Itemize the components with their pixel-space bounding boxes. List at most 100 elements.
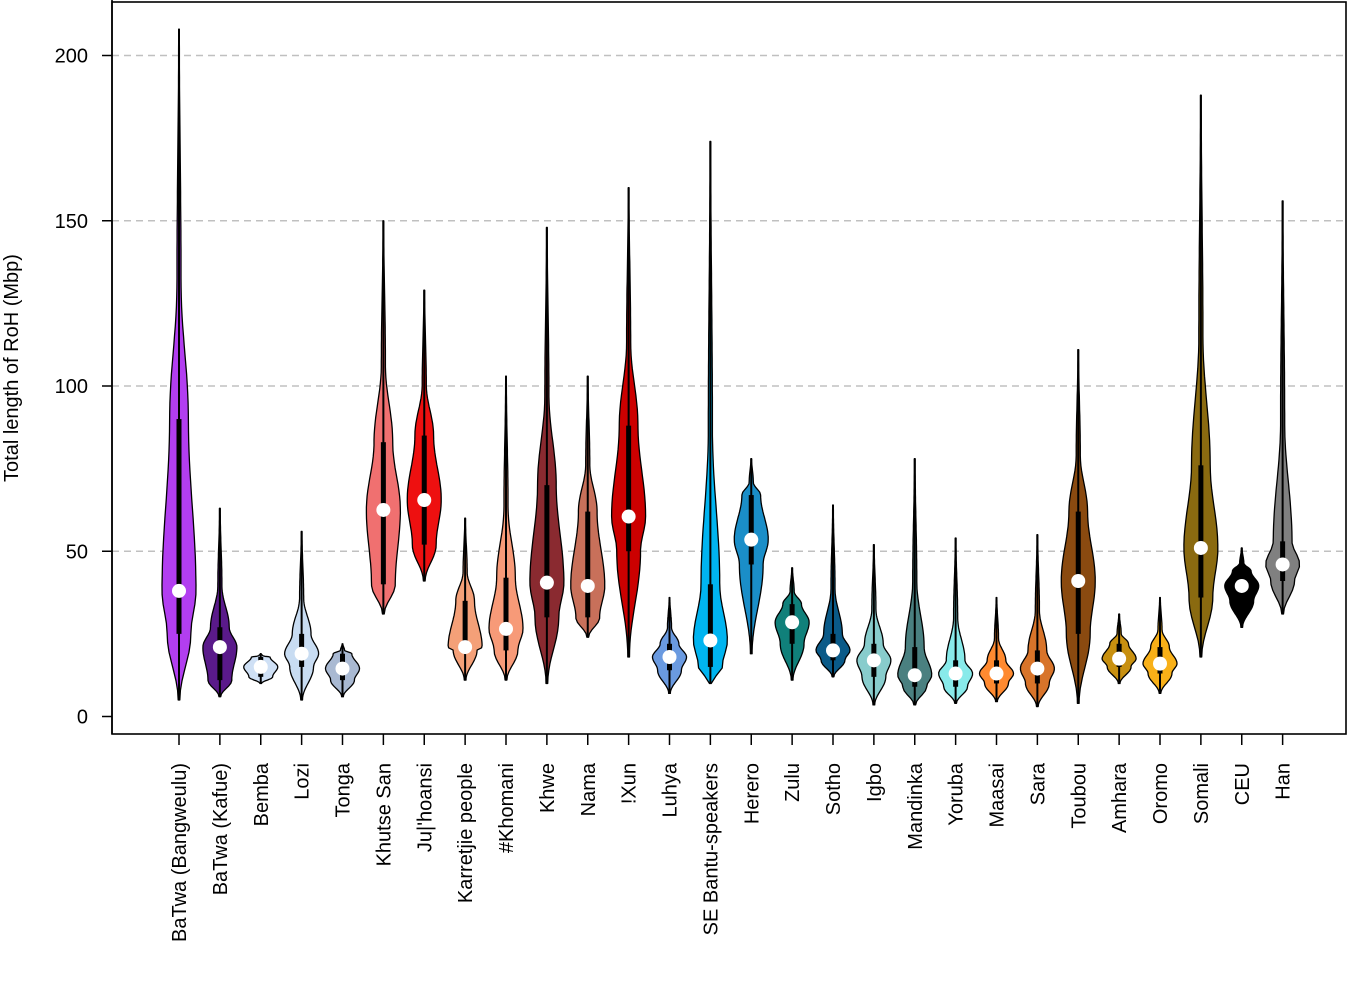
violin-median-point [1193,540,1208,555]
violin [1224,547,1260,628]
y-tick-label: 200 [55,46,88,68]
violin [1060,348,1096,704]
x-tick-label: Oromo [1150,763,1172,824]
violin-median-point [253,659,268,674]
x-tick-label: Herero [741,763,763,824]
violin [570,375,606,638]
violin [1019,534,1055,708]
x-tick-label: Khwe [537,763,559,813]
x-tick-label: !Xun [619,763,641,804]
x-tick-label: Igbo [864,763,886,802]
x-tick-label: Somali [1191,763,1213,824]
violin-iqr-box [544,485,550,618]
x-tick-label: Zulu [782,763,804,802]
violin-median-point [294,646,309,661]
violin-median-point [744,532,759,547]
x-tick-label: Luhya [660,762,682,817]
x-tick-label: #Khomani [496,763,518,853]
x-tick-label: Han [1273,763,1295,800]
violin [324,643,361,698]
violin-median-point [580,578,595,593]
x-tick-label: Sotho [823,763,845,815]
violin-median-point [989,666,1004,681]
violin-median-point [1030,661,1045,676]
grid-lines [112,54,1346,552]
violin [897,458,933,706]
violin [692,140,728,685]
violin-median-point [948,666,963,681]
x-tick-label: Maasai [987,763,1009,827]
x-tick-label: Sara [1027,762,1049,805]
violin-median-point [621,509,636,524]
x-tick-label: Yoruba [946,762,968,826]
violin [978,596,1015,703]
violin-median-point [703,633,718,648]
violin [161,28,197,701]
x-tick-label: BaTwa (Bangweulu) [169,763,191,942]
violin [529,226,565,685]
violin [610,187,647,658]
violins [161,28,1301,708]
violin-iqr-box [748,495,754,565]
y-tick-label: 150 [55,211,88,233]
violin [1101,613,1137,685]
violin-iqr-box [912,647,918,687]
y-tick-label: 0 [77,707,88,729]
violin-median-point [172,583,186,598]
violin-median-point [1112,651,1127,666]
violin [815,504,851,678]
violin-median-point [662,650,677,665]
violin-iqr-box [176,419,182,634]
violin-iqr-box [1075,511,1081,634]
violin [774,567,810,681]
violin-median-point [335,661,350,676]
violin [365,220,402,615]
x-tick-label: Karretjie people [455,763,477,903]
violin-iqr-box [707,584,713,667]
x-tick-label: Khutse San [373,763,395,866]
x-tick-label: BaTwa (Kafue) [210,763,232,895]
violin-median-point [539,575,554,590]
x-tick-label: Nama [578,762,600,816]
violin [1183,94,1219,658]
y-tick-label: 50 [66,541,88,563]
violin [243,653,279,685]
violin-median-point [376,502,391,517]
violin-iqr-box [585,511,591,618]
x-tick-label: Bemba [251,762,273,826]
violin-median-point [458,640,473,655]
x-tick-label: Lozi [292,763,314,800]
violin-iqr-box [626,425,632,552]
violin-iqr-box [503,577,509,651]
violin-median-point [499,621,513,636]
violin [938,537,974,704]
violin [202,507,238,698]
violin-iqr-box [462,600,468,651]
violin [406,289,442,582]
violin [283,530,320,701]
violin [1142,596,1178,695]
violin [1265,200,1301,615]
violin-median-point [417,493,432,508]
violin [856,543,892,706]
x-tick-label: CEU [1232,763,1254,805]
x-tick-label: Ju|'hoansi [414,763,436,852]
violin-median-point [1071,573,1086,588]
x-axis: BaTwa (Bangweulu) BaTwa (Kafue) Bemba Lozi T… [169,734,1295,942]
violin-iqr-box [421,435,427,545]
violin-median-point [1234,578,1249,593]
x-tick-label: Tonga [333,762,355,817]
y-tick-label: 100 [55,376,88,398]
violin-median-point [1153,656,1167,671]
y-axis: 0 50 100 150 200 [55,0,113,734]
x-tick-label: Toubou [1068,763,1090,829]
x-tick-label: Amhara [1109,762,1131,833]
violin [488,375,524,681]
x-tick-label: SE Bantu-speakers [700,763,722,935]
violin-median-point [907,668,922,683]
y-axis-title: Total length of RoH (Mbp) [1,254,23,482]
violin-iqr-box [1198,465,1204,598]
violin-median-point [826,643,840,658]
violin [651,596,688,695]
